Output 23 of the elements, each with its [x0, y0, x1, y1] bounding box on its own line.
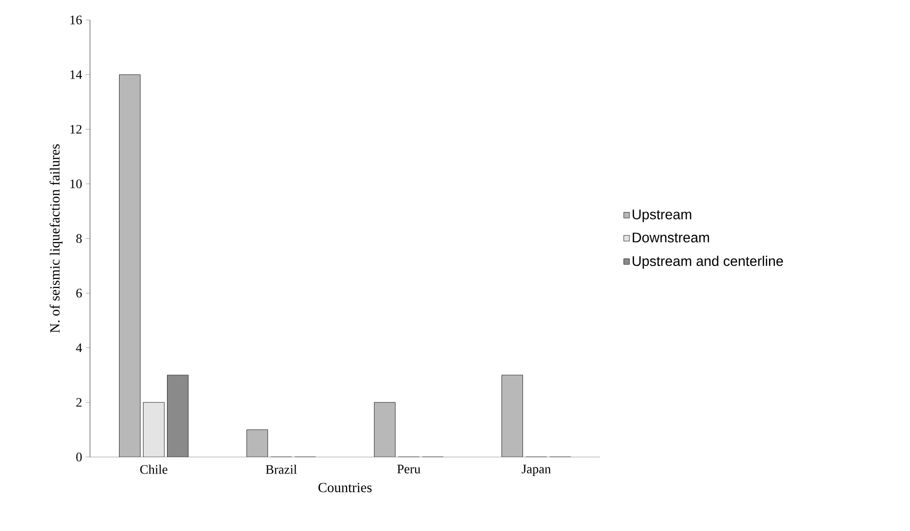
y-tick-label: 10: [70, 180, 82, 188]
legend-label: Downstream: [632, 232, 710, 242]
y-tick-label: 12: [70, 124, 82, 134]
bar: [119, 74, 140, 457]
bar: [374, 402, 396, 457]
x-tick-label: Japan: [522, 464, 551, 476]
x-tick-label: Chile: [140, 464, 168, 474]
y-tick-label: 6: [76, 288, 82, 298]
x-tick-label: Brazil: [266, 464, 297, 474]
legend-label: Upstream and centerline: [632, 256, 783, 269]
y-tick-label: 14: [70, 70, 82, 79]
y-tick-label: 0: [76, 452, 82, 462]
legend-label: Upstream: [632, 210, 692, 222]
bar: [246, 429, 268, 457]
bar: [143, 402, 164, 457]
y-tick-label: 2: [76, 398, 82, 407]
x-tick-label: Peru: [397, 464, 420, 474]
x-axis-title: Countries: [318, 482, 372, 492]
y-tick-label: 16: [70, 16, 82, 24]
y-tick-label: 4: [76, 343, 82, 352]
y-tick-label: 8: [76, 234, 82, 243]
y-axis-title: N. of seismic liquefaction failures: [50, 144, 62, 333]
bar: [502, 374, 523, 457]
